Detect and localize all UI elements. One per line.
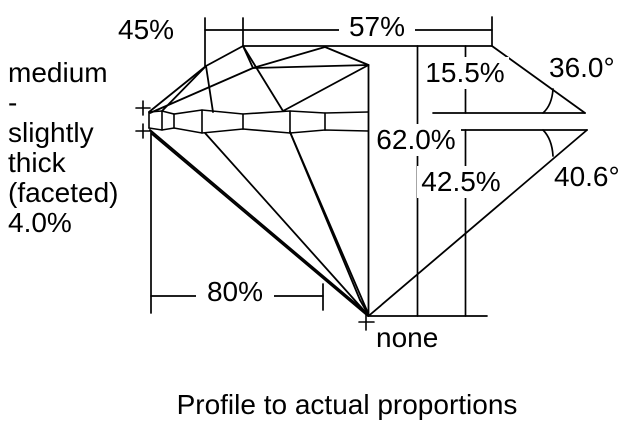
crown-height-label: 15.5% bbox=[421, 57, 509, 90]
girdle-line: medium bbox=[8, 57, 108, 88]
culet-cross-mark bbox=[358, 314, 375, 331]
girdle-cross-marks bbox=[135, 100, 151, 139]
girdle-line: 4.0% bbox=[8, 207, 72, 238]
diagram-caption: Profile to actual proportions bbox=[176, 389, 518, 420]
girdle-line: (faceted) bbox=[8, 177, 119, 208]
girdle-line: - bbox=[8, 87, 18, 118]
pavilion-facets bbox=[149, 64, 588, 317]
girdle-line: slightly bbox=[8, 117, 94, 148]
total-depth-label: 62.0% bbox=[371, 124, 461, 157]
girdle-description: medium - slightly thick (faceted) 4.0% bbox=[8, 58, 119, 238]
culet-label: none bbox=[376, 322, 439, 353]
crown-angle-label: 36.0° bbox=[549, 52, 615, 83]
lower-half-label: 80% bbox=[196, 276, 274, 309]
girdle-line: thick bbox=[8, 147, 66, 178]
pavilion-angle-label: 40.6° bbox=[554, 161, 620, 192]
girdle-band bbox=[148, 109, 369, 134]
star-length-label: 45% bbox=[118, 14, 175, 45]
crown-facets bbox=[148, 45, 586, 114]
pavilion-depth-label: 42.5% bbox=[417, 166, 505, 199]
table-size-label: 57% bbox=[339, 11, 415, 44]
